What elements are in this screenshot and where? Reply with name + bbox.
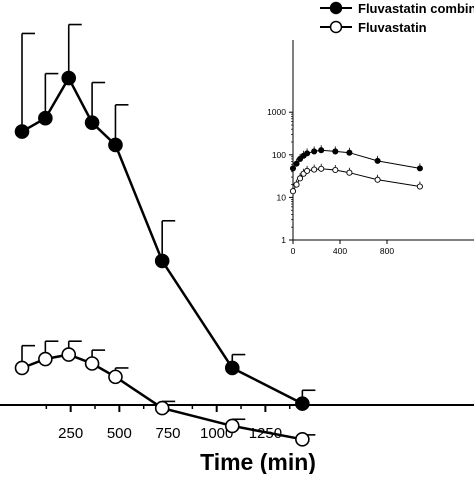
data-point	[84, 115, 100, 130]
legend-label: Fluvastatin combination	[358, 1, 474, 16]
data-point	[14, 360, 30, 376]
inset-data-point	[416, 165, 423, 172]
x-tick-label: 1000	[200, 425, 233, 442]
legend-marker	[329, 20, 343, 34]
series-line-0	[21, 75, 303, 405]
inset-y-tick-label: 10	[277, 192, 287, 202]
inset-x-tick-label: 800	[380, 246, 394, 256]
main-axes: 250 500 750 1000 1250	[0, 404, 474, 442]
data-point	[84, 356, 100, 371]
inset-chart: 1 10 100 1000 0 400 800	[267, 35, 474, 256]
inset-background	[290, 35, 474, 250]
inset-data-point	[332, 148, 339, 155]
inset-data-point	[304, 150, 311, 157]
inset-data-point	[346, 149, 353, 156]
data-point	[38, 351, 53, 367]
data-point	[14, 124, 30, 139]
data-point	[154, 253, 170, 269]
data-point	[224, 418, 240, 434]
inset-y-tick-label: 100	[272, 150, 286, 160]
main-plot-area	[14, 23, 316, 447]
data-point	[108, 369, 123, 385]
inset-data-point	[374, 157, 381, 164]
data-point	[224, 360, 240, 376]
data-point	[295, 396, 310, 411]
inset-data-point	[332, 166, 339, 174]
inset-data-point	[318, 147, 325, 154]
inset-y-tick-label: 1000	[267, 107, 286, 117]
inset-data-point	[293, 181, 300, 188]
x-tick-label: 750	[156, 425, 181, 442]
x-axis-label: Time (min)	[200, 449, 316, 474]
inset-data-point	[304, 167, 311, 174]
x-tick-label: 500	[107, 425, 132, 442]
data-point	[295, 432, 310, 447]
inset-y-tick-label: 1	[281, 235, 286, 245]
inset-x-tick-label: 0	[291, 246, 296, 256]
inset-data-point	[416, 183, 423, 190]
data-point	[61, 347, 77, 362]
inset-data-point	[311, 148, 318, 155]
data-point	[38, 110, 53, 126]
inset-data-point	[293, 160, 300, 167]
x-tick-label: 250	[58, 425, 83, 442]
x-tick-label: 1250	[249, 425, 282, 442]
inset-data-point	[289, 188, 297, 195]
data-point	[61, 70, 77, 86]
data-point	[154, 400, 170, 416]
inset-data-point	[346, 169, 353, 176]
inset-data-point	[311, 166, 318, 173]
inset-data-point	[374, 176, 381, 183]
inset-data-point	[318, 165, 325, 172]
legend-marker	[329, 1, 343, 15]
inset-x-tick-label: 400	[333, 246, 347, 256]
data-point	[108, 137, 123, 153]
legend: Fluvastatin combination Fluvastatin	[320, 1, 474, 35]
legend-label: Fluvastatin	[358, 20, 427, 35]
inset-data-point	[289, 165, 297, 172]
inset-data-point	[296, 175, 304, 182]
